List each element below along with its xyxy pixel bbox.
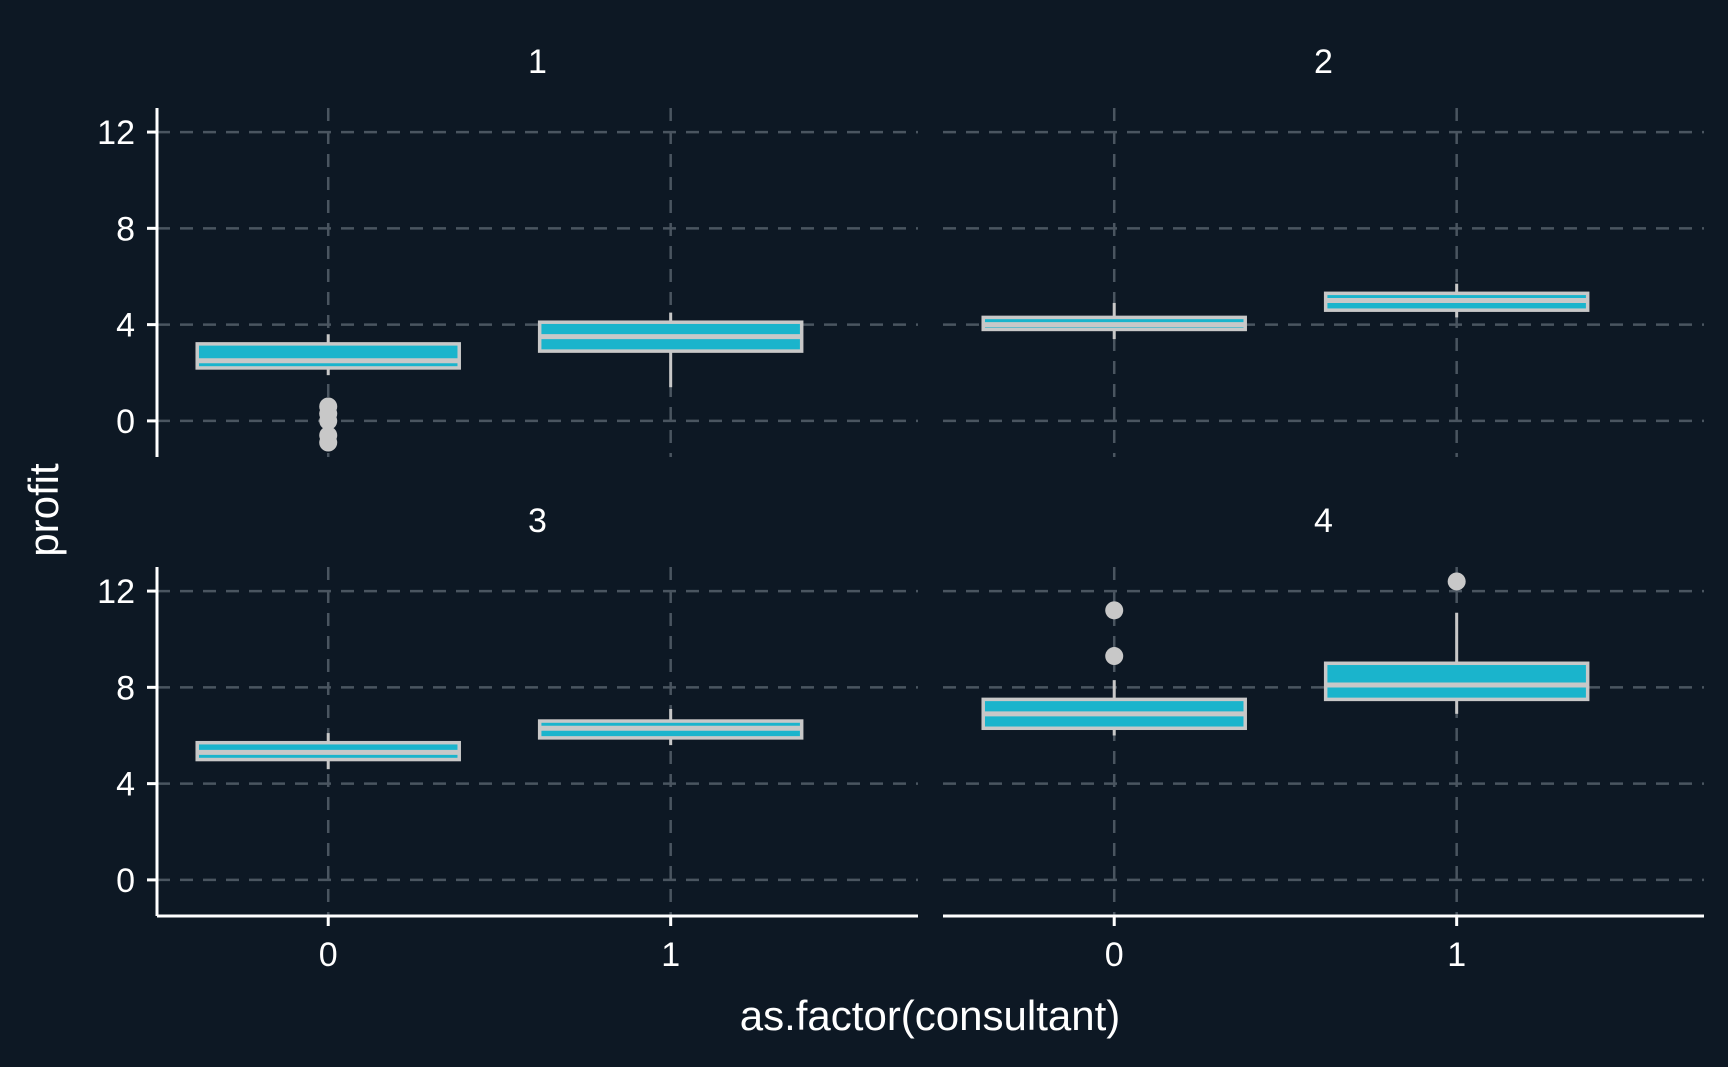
box-1 [537,709,804,746]
y-tick-label: 8 [116,669,135,707]
facet-strip-label: 4 [1314,502,1333,540]
box-0 [981,302,1247,340]
facet-strip-label: 3 [528,502,547,540]
facet-strip-label: 2 [1314,43,1333,81]
y-tick-label: 4 [116,766,135,804]
outlier-point [1447,572,1466,591]
y-tick-label: 12 [97,573,135,611]
facet-panel-1: 1 0 4 8 12 [97,43,918,457]
box-0 [981,601,1247,736]
y-axis-title: profit [20,463,67,557]
box-1 [1323,572,1590,714]
facet-panel-2: 2 [943,43,1704,457]
x-tick-label: 0 [319,936,338,974]
y-tick-label: 8 [116,210,135,248]
x-tick-label: 1 [661,936,680,974]
box-0 [195,733,461,770]
box-iqr [195,342,461,370]
outlier-point [319,433,338,452]
x-tick-label: 1 [1447,936,1466,974]
facet-strip-label: 1 [528,43,547,81]
y-tick-label: 12 [97,114,135,152]
facet-panels: 1 0 4 8 12 2 3 0 4 8 12 0 1 4 0 1 [97,43,1704,974]
y-tick-label: 4 [116,307,135,345]
box-1 [1323,283,1590,318]
outlier-point [319,411,338,430]
y-tick-label: 0 [116,403,135,441]
facet-panel-3: 3 0 4 8 12 0 1 [97,502,918,974]
x-axis-title: as.factor(consultant) [740,992,1121,1039]
box-1 [537,312,804,388]
box-iqr [1323,661,1590,702]
x-tick-label: 0 [1105,936,1124,974]
y-tick-label: 0 [116,862,135,900]
box-0 [195,334,461,452]
outlier-point [1105,647,1124,666]
facet-panel-4: 4 0 1 [943,502,1704,974]
outlier-point [1105,601,1124,620]
